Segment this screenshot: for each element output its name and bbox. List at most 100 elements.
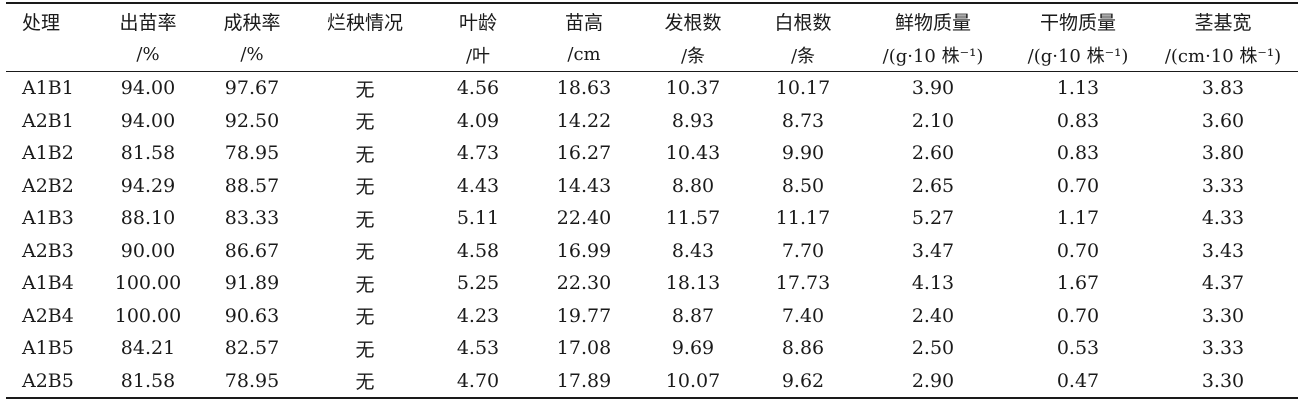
table-cell: 97.67	[224, 77, 280, 100]
table-cell: 2.65	[911, 174, 955, 197]
table-cell: 4.70	[426, 364, 530, 399]
treatment-cell: A2B3	[22, 239, 74, 262]
table-cell: 0.83	[1056, 142, 1100, 165]
table-cell: 4.13	[911, 272, 955, 295]
table-cell: 无	[355, 241, 375, 264]
table-cell: 8.87	[671, 304, 715, 327]
table-cell: 1.67	[1056, 272, 1100, 295]
table-row: A2B5 81.58 78.95 无 4.70 17.89 10.07 9.62 2.90 0.4…	[6, 364, 1298, 399]
table-cell: 11.17	[775, 207, 831, 230]
table-cell: 3.30	[1201, 304, 1245, 327]
column-unit	[304, 38, 426, 72]
table-cell: 4.56	[456, 77, 500, 100]
table-cell: 7.70	[781, 239, 825, 262]
table-cell: 无	[355, 78, 375, 101]
table-cell: 2.50	[911, 337, 955, 360]
table-header: 处理 出苗率 成秧率 烂秧情况 叶龄 苗高 发根数 白根数 鲜物质量 干物质量 茎基宽 /%/% /叶…	[6, 2, 1298, 72]
table-cell: 94.29	[120, 174, 176, 197]
table-cell: 1.13	[1056, 77, 1100, 100]
column-header: 干物质量	[1008, 2, 1148, 38]
table-cell: 94.00	[120, 77, 176, 100]
table-cell: 3.33	[1201, 337, 1245, 360]
table-cell: 14.22	[556, 109, 612, 132]
table-cell: 4.37	[1201, 272, 1245, 295]
table-cell: 7.40	[781, 304, 825, 327]
table-cell: 8.86	[781, 337, 825, 360]
column-header: 成秧率	[200, 2, 304, 38]
table-cell: 无	[304, 364, 426, 399]
table-cell: 9.69	[671, 337, 715, 360]
table-cell: 5.11	[456, 207, 500, 230]
table-cell: 2.40	[911, 304, 955, 327]
table-cell: 0.70	[1056, 174, 1100, 197]
column-unit: /(g·10 株⁻¹)	[1008, 38, 1148, 72]
table-cell: 4.23	[456, 304, 500, 327]
table-cell: 78.95	[200, 364, 304, 399]
table-cell: 88.57	[224, 174, 280, 197]
treatment-cell: A2B2	[22, 174, 74, 197]
table-cell: 9.62	[748, 364, 858, 399]
table-cell: 81.58	[96, 364, 200, 399]
treatment-cell: A1B4	[22, 272, 74, 295]
table-cell: 2.60	[911, 142, 955, 165]
column-header: 叶龄	[426, 2, 530, 38]
table-cell: 4.73	[456, 142, 500, 165]
table-cell: 17.73	[775, 272, 831, 295]
treatment-cell: A1B5	[22, 337, 74, 360]
table-row: A1B3 88.10 83.33 无 5.11 22.40 11.57 11.17 5.27 1.…	[6, 202, 1298, 235]
column-header: 处理	[6, 2, 96, 38]
table-cell: 84.21	[120, 337, 176, 360]
table-cell: 81.58	[120, 142, 176, 165]
table-cell: 82.57	[224, 337, 280, 360]
table-cell: 无	[355, 306, 375, 329]
table-cell: 10.07	[638, 364, 748, 399]
table-cell: 78.95	[224, 142, 280, 165]
table-cell: 无	[355, 176, 375, 199]
table-row: A2B3 90.00 86.67 无 4.58 16.99 8.43 7.70 3.47 0.70…	[6, 235, 1298, 268]
column-unit: /%	[200, 38, 304, 72]
table-cell: 8.73	[781, 109, 825, 132]
table-cell: 3.83	[1201, 77, 1245, 100]
table-cell: 8.80	[671, 174, 715, 197]
column-header: 出苗率	[96, 2, 200, 38]
table-cell: 4.53	[456, 337, 500, 360]
table-cell: 1.17	[1056, 207, 1100, 230]
table-cell: 0.70	[1056, 304, 1100, 327]
header-unit-row: /%/%/叶/cm/条/条/(g·10 株⁻¹)/(g·10 株⁻¹)/(cm·…	[6, 38, 1298, 72]
seedling-data-table: 处理 出苗率 成秧率 烂秧情况 叶龄 苗高 发根数 白根数 鲜物质量 干物质量 茎基宽 /%/% /叶…	[6, 2, 1298, 399]
table-cell: 18.63	[556, 77, 612, 100]
table-row: A2B4 100.00 90.63 无 4.23 19.77 8.87 7.40 2.40 0.7…	[6, 300, 1298, 333]
table-cell: 4.58	[456, 239, 500, 262]
column-header: 发根数	[638, 2, 748, 38]
table-cell: 83.33	[224, 207, 280, 230]
column-header: 茎基宽	[1148, 2, 1298, 38]
table-cell: 8.93	[671, 109, 715, 132]
column-unit: /条	[638, 38, 748, 72]
table-cell: 无	[355, 338, 375, 361]
table-cell: 18.13	[665, 272, 721, 295]
table-cell: 5.25	[456, 272, 500, 295]
table-cell: 3.47	[911, 239, 955, 262]
table-cell: 4.09	[456, 109, 500, 132]
table-cell: 10.43	[665, 142, 721, 165]
header-name-row: 处理 出苗率 成秧率 烂秧情况 叶龄 苗高 发根数 白根数 鲜物质量 干物质量 茎基宽	[6, 2, 1298, 38]
table-cell: 90.63	[224, 304, 280, 327]
column-header: 鲜物质量	[858, 2, 1008, 38]
table-row: A2B1 94.00 92.50 无 4.09 14.22 8.93 8.73 2.10 0.83…	[6, 105, 1298, 138]
table-body: A1B1 94.00 97.67 无 4.56 18.63 10.37 10.17 3.90 1.…	[6, 72, 1298, 399]
table-cell: 无	[355, 208, 375, 231]
table-cell: 8.50	[781, 174, 825, 197]
table-cell: 100.00	[114, 272, 182, 295]
table-cell: 无	[355, 111, 375, 134]
table-cell: 17.89	[530, 364, 638, 399]
table-cell: 16.27	[556, 142, 612, 165]
table-row: A1B2 81.58 78.95 无 4.73 16.27 10.43 9.90 2.60 0.8…	[6, 137, 1298, 170]
table-cell: 11.57	[665, 207, 721, 230]
table-cell: 14.43	[556, 174, 612, 197]
table-cell: 4.43	[456, 174, 500, 197]
table-cell: 92.50	[224, 109, 280, 132]
treatment-cell: A1B1	[22, 77, 74, 100]
treatment-cell: A2B5	[6, 364, 96, 399]
treatment-cell: A2B1	[22, 109, 74, 132]
